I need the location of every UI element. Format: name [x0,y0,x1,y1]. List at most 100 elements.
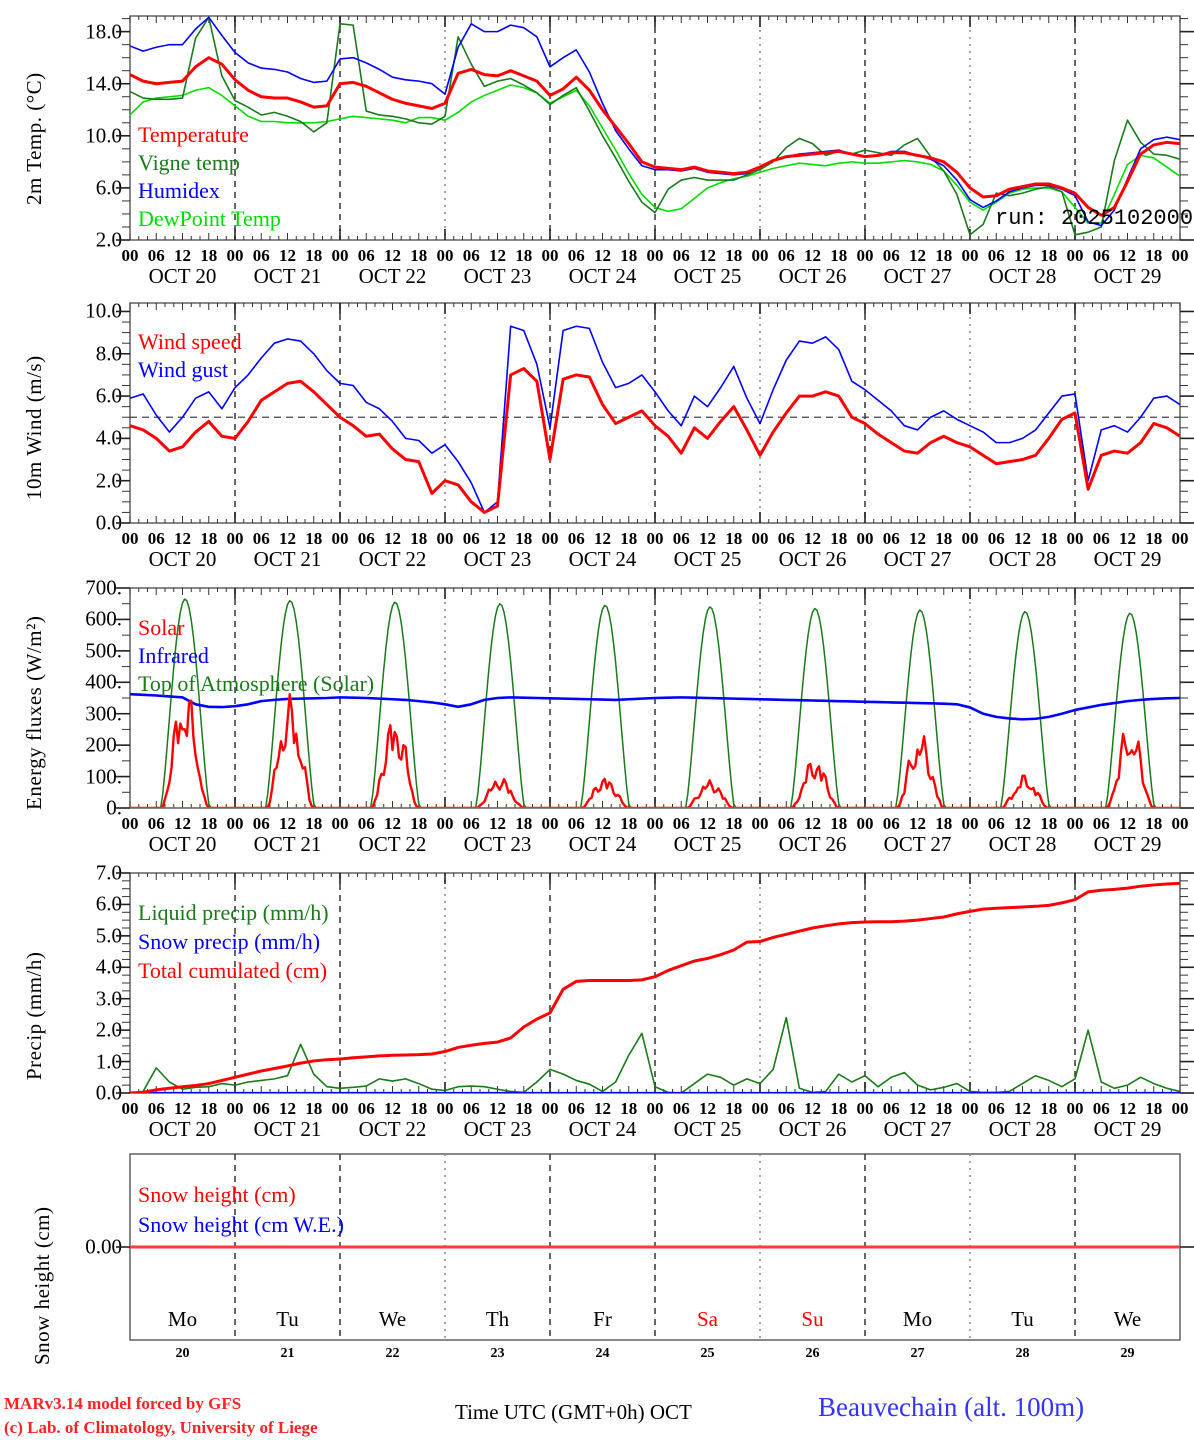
hour-tick-label: 18 [515,1099,533,1118]
hour-tick-label: 18 [1040,1099,1058,1118]
hour-tick-label: 00 [646,246,664,265]
day-number-label: 24 [595,1346,610,1361]
hour-tick-label: 00 [751,246,769,265]
y-tick-label: 700. [85,575,122,600]
y-tick-label: 14.0 [85,71,122,96]
panel-wind: 10m Wind (m/s) 0.0 2.0 4.0 6.0 8.0 10.0 Wind … [0,285,1194,571]
hour-tick-label: 00 [121,814,139,833]
hour-tick-label: 00 [751,814,769,833]
hour-tick-label: 06 [252,246,270,265]
hour-tick-label: 00 [751,1099,769,1118]
hour-tick-label: 12 [1119,246,1136,265]
hour-tick-label: 12 [909,246,926,265]
hour-tick-label: 06 [462,529,480,548]
hour-tick-label: 06 [672,246,690,265]
date-label: OCT 22 [358,832,427,856]
hour-tick-label: 18 [620,529,638,548]
hour-tick-label: 00 [541,529,559,548]
hour-tick-label: 12 [1014,529,1031,548]
date-label: OCT 26 [778,832,847,856]
hour-tick-label: 18 [200,814,218,833]
temperature-plot [116,15,1194,241]
hour-tick-label: 06 [567,1099,585,1118]
hour-tick-label: 18 [305,814,323,833]
y-tick-label: 500. [85,638,122,663]
y-tick-label: 600. [85,606,122,631]
panel-energy-fluxes: Energy fluxes (W/m²) 0. 100. 200. 300. 400. 5… [0,570,1194,856]
day-number-label: 25 [700,1346,715,1361]
legend-vigne-temp: Vigne temp [138,150,240,175]
date-label: OCT 25 [673,1117,742,1141]
run-label: run: 2025102000 [995,206,1194,231]
date-label: OCT 24 [568,1117,637,1141]
hour-tick-label: 12 [1119,814,1136,833]
weekday-label: Fr [593,1307,612,1331]
hour-tick-label: 18 [725,814,743,833]
y-tick-label: 0. [106,795,122,820]
date-label: OCT 25 [673,264,742,288]
day-number-label: 20 [175,1346,190,1361]
hour-tick-label: 18 [935,529,953,548]
hour-tick-label: 12 [384,814,401,833]
hour-tick-label: 06 [1092,246,1110,265]
date-label: OCT 23 [463,832,532,856]
hour-tick-label: 06 [672,1099,690,1118]
hour-tick-label: 18 [200,529,218,548]
hour-tick-label: 18 [305,529,323,548]
day-number-label: 27 [910,1346,925,1361]
hour-tick-label: 06 [147,814,165,833]
weekday-label: We [378,1307,407,1331]
hour-tick-label: 18 [830,1099,848,1118]
date-label: OCT 21 [253,264,322,288]
hour-tick-label: 18 [830,246,848,265]
date-label: OCT 27 [883,547,952,571]
hour-tick-label: 12 [279,529,296,548]
hour-tick-label: 18 [620,814,638,833]
hour-tick-label: 06 [1092,529,1110,548]
y-tick-label: 300. [85,701,122,726]
panel-snow-height: Snow height (cm) 0.00 Snow height (cm) S… [0,1140,1194,1370]
hour-tick-label: 18 [515,529,533,548]
hour-tick-label: 18 [725,529,743,548]
legend-snow-height: Snow height (cm) [138,1182,296,1207]
hour-tick-label: 18 [305,246,323,265]
day-number-label: 22 [385,1346,400,1361]
hour-tick-label: 18 [200,246,218,265]
hour-tick-label: 06 [147,1099,165,1118]
hour-tick-label: 06 [252,529,270,548]
weekday-label: Su [801,1307,824,1331]
hour-tick-label: 12 [279,246,296,265]
panel-temperature: 2m Temp. (°C) 2.06.010.014.018.0 MoTuWeT… [0,0,1194,288]
date-label: OCT 24 [568,547,637,571]
legend-wind-gust: Wind gust [138,357,229,382]
weekday-label: Mo [167,1307,198,1331]
hour-tick-label: 12 [279,814,296,833]
y-tick-label: 200. [85,732,122,757]
model-credit-line-1: MARv3.14 model forced by GFS [4,1394,242,1413]
hour-tick-label: 18 [1145,1099,1163,1118]
hour-tick-label: 12 [174,814,191,833]
hour-tick-label: 12 [594,814,611,833]
day-number-label: 26 [805,1346,820,1361]
hour-tick-label: 12 [594,246,611,265]
hour-tick-label: 12 [909,529,926,548]
hour-tick-label: 12 [594,1099,611,1118]
date-label: OCT 20 [148,547,217,571]
hour-tick-label: 00 [121,246,139,265]
hour-tick-label: 00 [751,529,769,548]
hour-tick-label: 12 [909,814,926,833]
hour-tick-label: 18 [410,814,428,833]
hour-tick-label: 00 [541,814,559,833]
hour-tick-label: 06 [462,246,480,265]
hour-tick-label: 00 [331,1099,349,1118]
hour-tick-label: 06 [252,814,270,833]
hour-tick-label: 06 [147,529,165,548]
date-label: OCT 21 [253,832,322,856]
hour-tick-label: 18 [1145,246,1163,265]
weekday-label: Tu [276,1307,299,1331]
snow-plot [116,1153,1194,1341]
hour-tick-label: 18 [305,1099,323,1118]
hour-tick-label: 00 [331,246,349,265]
legend-humidex: Humidex [138,178,220,203]
date-label: OCT 23 [463,1117,532,1141]
